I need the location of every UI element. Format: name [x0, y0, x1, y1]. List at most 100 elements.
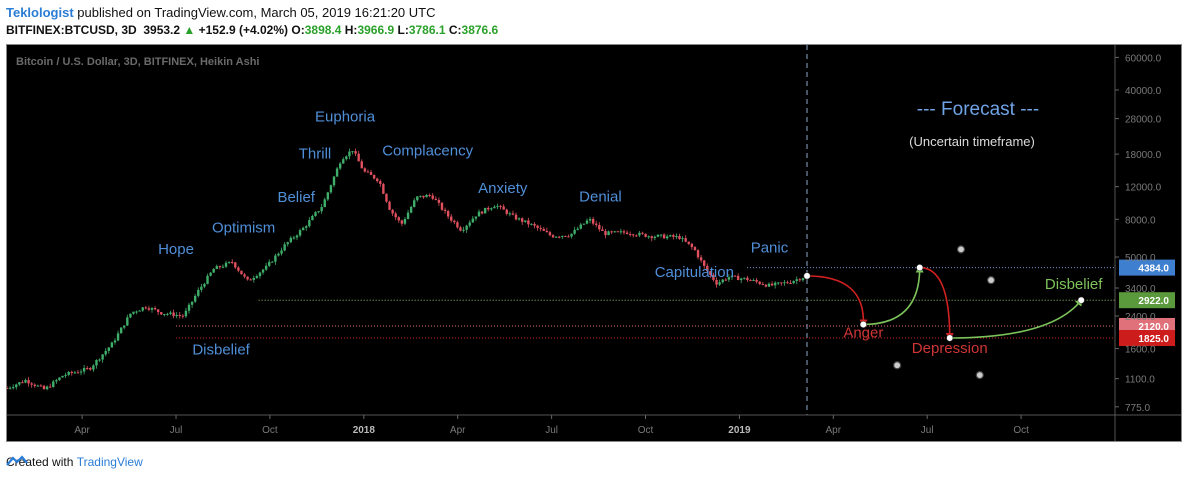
candle-body [98, 359, 101, 361]
candle-body [450, 216, 453, 221]
candle-body [622, 231, 626, 233]
candle-body [382, 183, 385, 194]
candle-body [363, 168, 367, 172]
candle-body [644, 233, 647, 237]
candle-body [178, 315, 181, 317]
high-label: H: [344, 23, 358, 37]
candle-body [141, 307, 144, 311]
forecast-point [859, 321, 867, 328]
candle-body [79, 371, 83, 373]
candle-body [798, 279, 802, 281]
y-tick-label: 1600.0 [1125, 345, 1156, 356]
candle-body [33, 384, 36, 386]
candle-body [7, 387, 9, 389]
candle-body [24, 380, 27, 383]
forecast-curve-anger [807, 275, 868, 328]
candle-body [490, 208, 493, 210]
candle-body [227, 261, 231, 263]
candle-body [30, 383, 33, 385]
candle-body [483, 207, 487, 214]
candle-body [348, 151, 351, 157]
candle-body [653, 236, 657, 239]
candle-body [249, 279, 252, 281]
candle-body [638, 232, 641, 236]
forecast-curve-recovery [863, 264, 924, 326]
candle-body [385, 193, 388, 202]
forecast-label-depression: Depression [912, 340, 988, 357]
candle-body [669, 235, 672, 237]
candle-body [153, 308, 157, 310]
candle-body [570, 233, 573, 237]
cycle-label-panic: Panic [751, 239, 789, 256]
candle-body [693, 247, 697, 251]
y-tick-label: 775.0 [1125, 403, 1150, 414]
candle-body [425, 194, 428, 198]
candle-body [628, 234, 632, 236]
candle-body [335, 168, 339, 177]
y-tick-label: 1100.0 [1125, 375, 1155, 386]
candle-body [181, 315, 185, 317]
candle-body [240, 270, 243, 275]
scatter-dot [893, 361, 902, 370]
candle-body [342, 159, 345, 164]
candle-body [453, 220, 456, 223]
level-label: 2922.0 [1138, 296, 1169, 307]
tradingview-link[interactable]: TradingView [76, 455, 143, 469]
candle-body [113, 340, 117, 343]
x-tick-label: 2018 [353, 425, 376, 436]
forecast-subtitle: (Uncertain timeframe) [909, 134, 1035, 149]
candle-body [61, 375, 64, 378]
candle-body [474, 216, 478, 219]
level-label: 2120.0 [1138, 322, 1169, 333]
candle-body [190, 301, 194, 305]
candle-body [147, 308, 151, 310]
candle-body [619, 231, 623, 233]
author-link[interactable]: Teklologist [6, 5, 74, 20]
up-arrow-icon: ▲ [183, 23, 196, 37]
candle-body [400, 220, 404, 224]
candle-body [678, 236, 681, 239]
candle-body [160, 312, 163, 315]
candle-body [21, 382, 24, 384]
candle-body [755, 279, 758, 282]
candle-body [329, 185, 333, 193]
candle-body [699, 257, 703, 261]
candle-body [536, 225, 539, 228]
last-price: 3953.2 [143, 23, 181, 37]
x-tick-label: Jul [170, 425, 183, 436]
candle-body [499, 205, 502, 207]
candle-body [672, 235, 675, 237]
cycle-label-anxiety: Anxiety [478, 180, 528, 197]
candle-body [632, 234, 635, 236]
candle-body [326, 192, 330, 200]
candle-body [730, 275, 734, 278]
candle-body [604, 230, 607, 236]
candle-body [261, 269, 265, 273]
candle-body [104, 350, 107, 355]
candle-body [301, 227, 305, 231]
candle-body [48, 386, 52, 388]
candle-body [656, 234, 660, 237]
candle-body [530, 223, 533, 225]
candle-body [58, 377, 61, 381]
candle-body [585, 220, 589, 224]
candle-body [150, 308, 154, 310]
candle-body [375, 178, 379, 182]
candle-body [116, 333, 120, 341]
candle-body [237, 267, 240, 271]
candle-body [795, 279, 798, 281]
candle-body [264, 265, 268, 270]
candle-body [292, 237, 296, 239]
x-tick-label: Apr [450, 425, 466, 436]
y-tick-label: 5000.0 [1125, 253, 1156, 264]
candle-body [601, 229, 604, 231]
candle-body [67, 371, 70, 375]
chart-panel[interactable]: 4384.0 2922.0 2120.0 1825.0 Hope Optimism Bel… [6, 44, 1182, 442]
candle-body [271, 261, 274, 263]
candle-body [403, 218, 407, 224]
candle-body [203, 283, 206, 287]
level-badge [1119, 259, 1175, 276]
x-tick-label: 2019 [728, 425, 751, 436]
candle-body [659, 234, 663, 236]
